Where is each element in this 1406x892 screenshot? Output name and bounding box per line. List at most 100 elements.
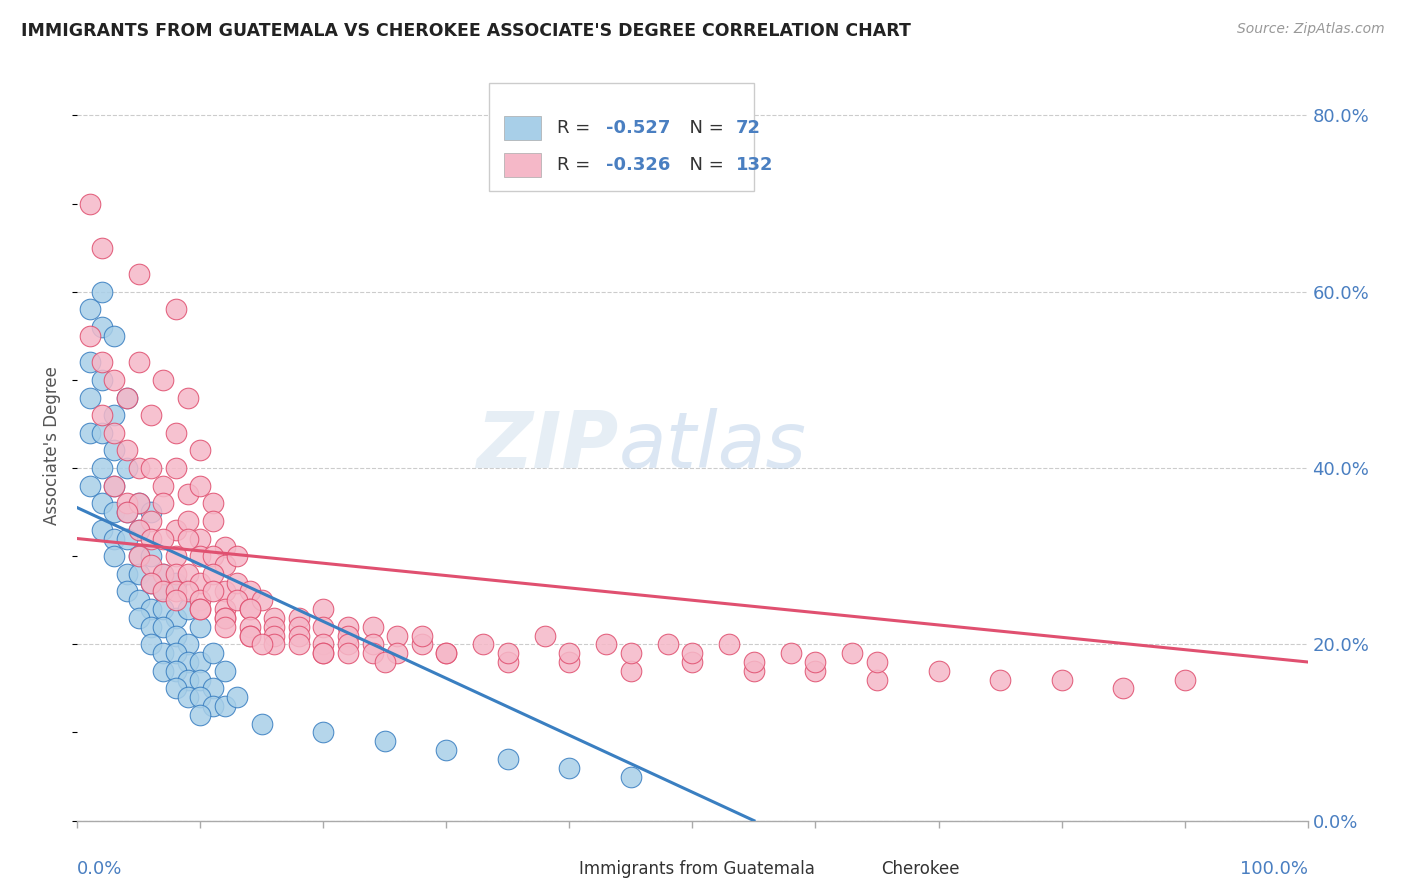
Point [496, 646, 519, 660]
Point [201, 514, 224, 528]
Point [188, 549, 212, 564]
Point [152, 566, 174, 581]
Point [214, 611, 236, 625]
Text: 100.0%: 100.0% [1240, 861, 1308, 879]
Point [141, 505, 163, 519]
Point [288, 611, 311, 625]
Point [165, 584, 187, 599]
Point [115, 584, 138, 599]
Point [188, 478, 212, 492]
Point [374, 655, 396, 669]
Point [312, 725, 335, 739]
Point [201, 681, 224, 696]
Point [239, 602, 262, 616]
Point [177, 655, 200, 669]
Point [214, 541, 236, 555]
Point [152, 532, 174, 546]
Point [436, 646, 458, 660]
Point [188, 690, 212, 705]
Point [312, 637, 335, 651]
Point [152, 664, 174, 678]
Point [288, 620, 311, 634]
Point [165, 549, 187, 564]
Point [103, 532, 125, 546]
Point [188, 620, 212, 634]
Point [128, 523, 150, 537]
Point [411, 637, 433, 651]
Point [201, 549, 224, 564]
Point [152, 478, 174, 492]
Point [141, 461, 163, 475]
Point [263, 620, 285, 634]
Point [312, 602, 335, 616]
Point [177, 566, 200, 581]
Text: 72: 72 [735, 119, 761, 136]
Point [79, 355, 101, 369]
Point [595, 637, 617, 651]
Point [188, 602, 212, 616]
Point [90, 320, 114, 334]
Point [103, 478, 125, 492]
Point [214, 584, 236, 599]
Point [239, 620, 262, 634]
Point [79, 196, 101, 211]
Point [250, 593, 273, 607]
Point [115, 566, 138, 581]
Point [1050, 673, 1073, 687]
Point [226, 575, 249, 590]
Point [128, 593, 150, 607]
Point [201, 646, 224, 660]
Point [1174, 673, 1197, 687]
Point [226, 549, 249, 564]
Point [188, 707, 212, 722]
Point [165, 523, 187, 537]
Point [558, 655, 581, 669]
Point [928, 664, 950, 678]
Point [90, 461, 114, 475]
Point [361, 637, 384, 651]
Point [263, 637, 285, 651]
Point [988, 673, 1011, 687]
Point [90, 425, 114, 440]
Point [152, 566, 174, 581]
Point [115, 391, 138, 405]
Point [115, 505, 138, 519]
Point [411, 628, 433, 642]
Point [141, 514, 163, 528]
Point [188, 593, 212, 607]
Point [177, 637, 200, 651]
Text: R =: R = [557, 119, 596, 136]
Point [79, 391, 101, 405]
Point [90, 285, 114, 299]
Point [682, 646, 704, 660]
Point [90, 408, 114, 422]
Point [337, 637, 360, 651]
Point [115, 461, 138, 475]
Point [90, 523, 114, 537]
Point [128, 611, 150, 625]
FancyBboxPatch shape [533, 857, 569, 886]
Point [312, 646, 335, 660]
Point [128, 496, 150, 510]
Point [804, 664, 827, 678]
Point [165, 593, 187, 607]
Point [152, 602, 174, 616]
Text: R =: R = [557, 156, 596, 174]
Point [188, 655, 212, 669]
Point [742, 655, 765, 669]
Point [165, 302, 187, 317]
Point [620, 770, 643, 784]
Point [804, 655, 827, 669]
Point [165, 461, 187, 475]
Point [214, 699, 236, 714]
Point [558, 646, 581, 660]
Point [115, 532, 138, 546]
Point [152, 584, 174, 599]
Point [103, 373, 125, 387]
Point [115, 391, 138, 405]
FancyBboxPatch shape [489, 83, 754, 191]
Point [385, 628, 409, 642]
Point [90, 373, 114, 387]
Point [152, 496, 174, 510]
Point [90, 241, 114, 255]
